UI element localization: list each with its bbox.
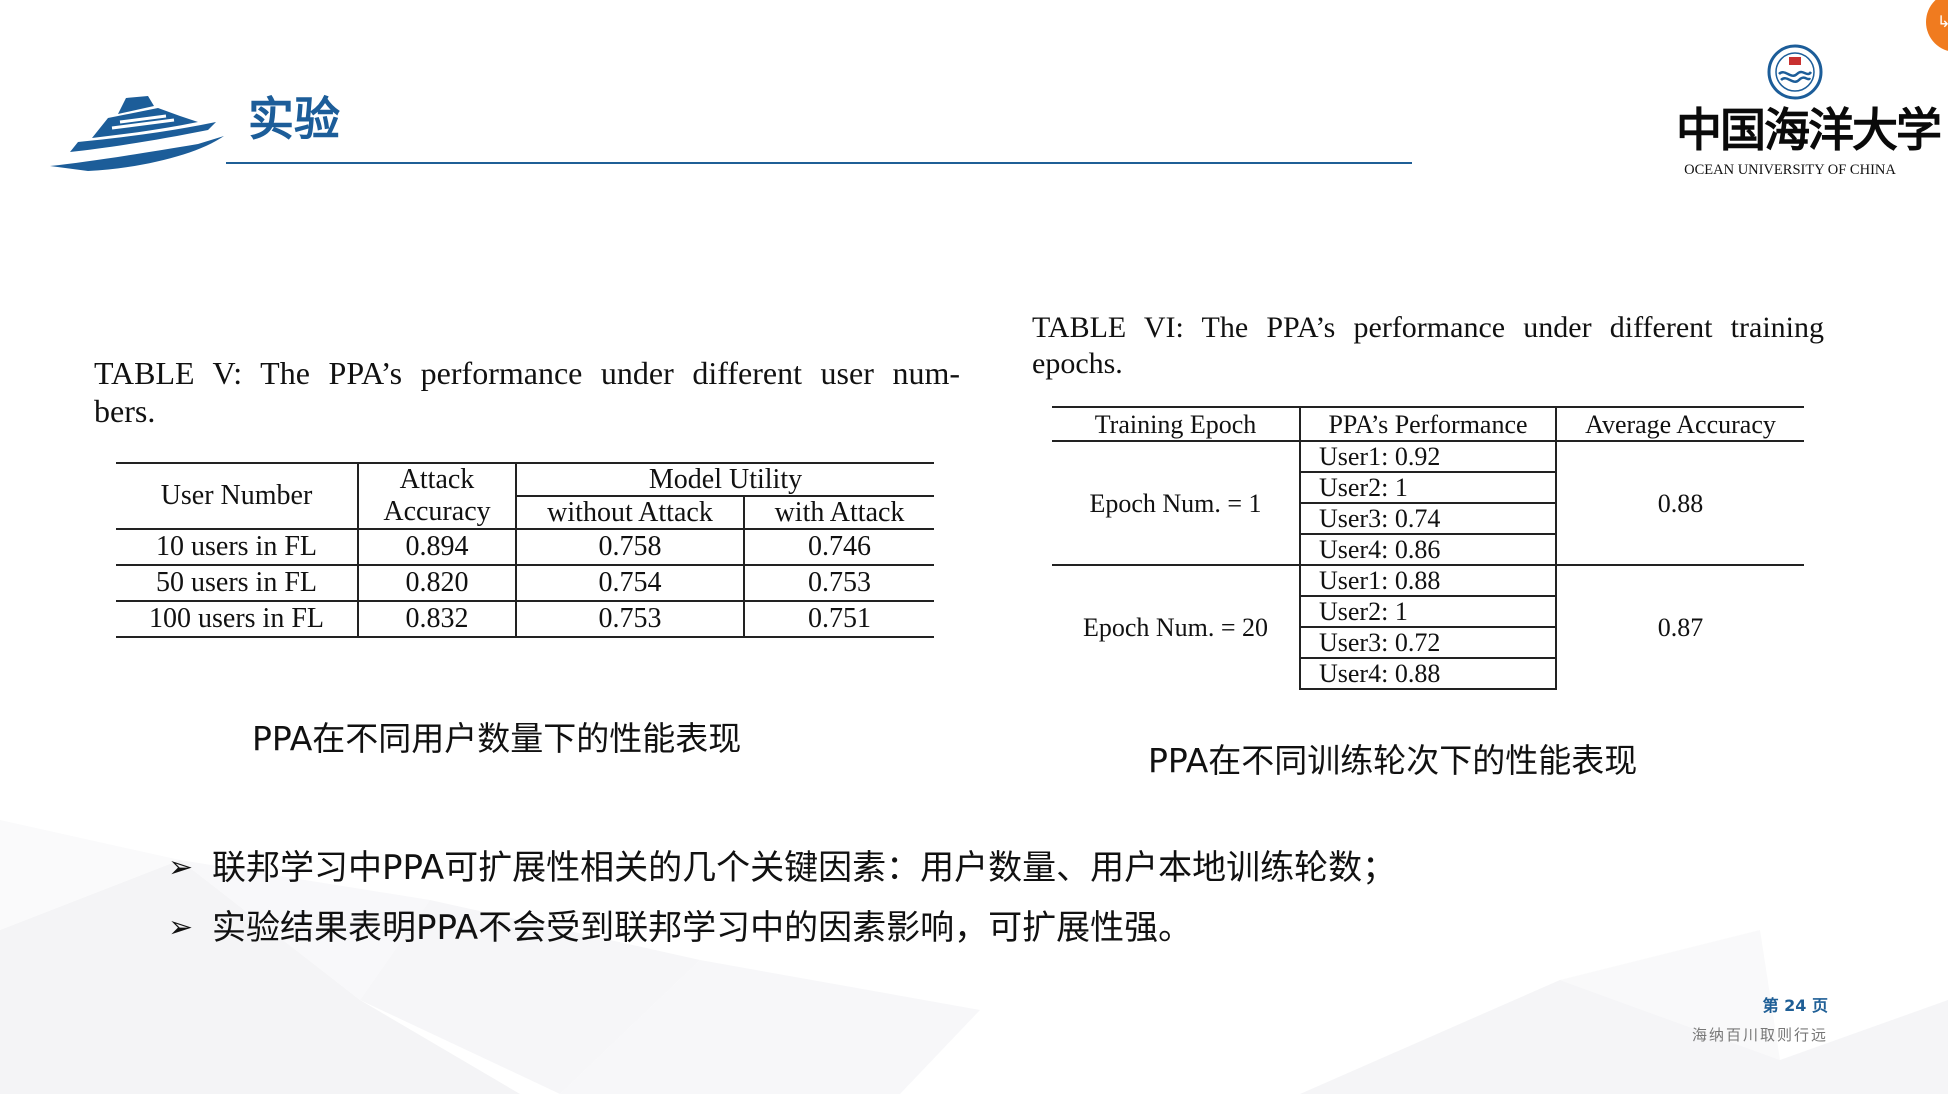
table5-caption-line2: bers. (94, 393, 156, 429)
table6-zh-caption: PPA在不同训练轮次下的性能表现 (1148, 741, 1638, 780)
university-emblem-icon (1767, 44, 1823, 100)
table5-header-model-utility: Model Utility (516, 462, 934, 496)
list-item: ➢ 联邦学习中PPA可扩展性相关的几个关键因素：用户数量、用户本地训练轮数； (168, 838, 1568, 898)
table6-caption-line1: TABLE VI: The PPA’s performance under di… (1032, 311, 1824, 344)
arrow-bullet-icon: ➢ (168, 850, 194, 885)
university-name-cn: 中国海洋大学 (1676, 103, 1942, 157)
table5-cell-attack: 0.832 (358, 600, 517, 638)
table5-cell-users: 10 users in FL (116, 528, 359, 565)
table5-cell-without: 0.753 (516, 600, 745, 638)
table6-cell-user: User4: 0.86 (1300, 534, 1557, 565)
table5: User Number Attack Model Utility Accurac… (116, 462, 934, 638)
table-row: 10 users in FL 0.894 0.758 0.746 (116, 528, 934, 565)
table6-header-performance: PPA’s Performance (1300, 406, 1557, 442)
table6: Training Epoch PPA’s Performance Average… (1052, 406, 1804, 690)
table5-header-attack-1: Attack (358, 462, 517, 496)
list-item: ➢ 实验结果表明PPA不会受到联邦学习中的因素影响，可扩展性强。 (168, 898, 1568, 958)
table-row: User2: 1 (1052, 472, 1804, 504)
table6-cell-user: User2: 1 (1300, 596, 1557, 628)
page-number: 第 24 页 (1762, 996, 1828, 1015)
title-underline (226, 162, 1412, 164)
table6-cell-user: User2: 1 (1300, 472, 1557, 504)
table6-cell-user: User1: 0.92 (1300, 440, 1557, 473)
arrow-bullet-icon: ➢ (168, 910, 194, 945)
table5-cell-without: 0.758 (516, 528, 745, 565)
table5-zh-caption: PPA在不同用户数量下的性能表现 (252, 719, 742, 758)
table-row: User3: 0.74 (1052, 503, 1804, 535)
table5-cell-without: 0.754 (516, 564, 745, 601)
table5-cell-with: 0.751 (744, 600, 934, 638)
table-row: User2: 1 (1052, 596, 1804, 628)
table-row: User3: 0.72 (1052, 627, 1804, 659)
table6-header-average: Average Accuracy (1556, 406, 1804, 442)
table-row: Epoch Num. = 1 User1: 0.92 0.88 (1052, 440, 1804, 565)
footer-motto: 海纳百川取则行远 (1691, 1026, 1828, 1044)
table6-cell-user: User3: 0.72 (1300, 627, 1557, 659)
bullet-list: ➢ 联邦学习中PPA可扩展性相关的几个关键因素：用户数量、用户本地训练轮数； ➢… (168, 838, 1568, 958)
slide-title: 实验 (248, 92, 340, 146)
table6-cell-user: User1: 0.88 (1300, 564, 1557, 597)
table6-caption-line2: epochs. (1032, 347, 1123, 380)
table5-cell-with: 0.753 (744, 564, 934, 601)
table-row: 100 users in FL 0.832 0.753 0.751 (116, 600, 934, 638)
table6-cell-epoch: Epoch Num. = 20 (1052, 564, 1301, 689)
table5-caption: TABLE V: The PPA’s performance under dif… (94, 354, 960, 430)
table6-cell-epoch: Epoch Num. = 1 (1052, 440, 1301, 565)
table6-header-epoch: Training Epoch (1052, 406, 1301, 442)
table6-cell-average: 0.87 (1556, 564, 1804, 689)
table5-header-with-attack: with Attack (744, 495, 934, 529)
table-row: User4: 0.86 (1052, 534, 1804, 565)
table5-cell-with: 0.746 (744, 528, 934, 565)
table5-caption-line1: TABLE V: The PPA’s performance under dif… (94, 355, 960, 391)
table-row: User4: 0.88 (1052, 658, 1804, 690)
corner-badge-icon[interactable]: ↳ (1926, 0, 1948, 52)
table6-cell-average: 0.88 (1556, 440, 1804, 565)
table-row: 50 users in FL 0.820 0.754 0.753 (116, 564, 934, 601)
table5-cell-users: 100 users in FL (116, 600, 359, 638)
ship-logo-icon (50, 96, 224, 171)
table5-header-user-number: User Number (116, 462, 359, 529)
university-name-en: OCEAN UNIVERSITY OF CHINA (1684, 162, 1896, 178)
table5-cell-attack: 0.820 (358, 564, 517, 601)
table5-header-attack-2: Accuracy (358, 496, 517, 529)
table5-header-without-attack: without Attack (516, 495, 745, 529)
table6-cell-user: User3: 0.74 (1300, 503, 1557, 535)
table6-caption: TABLE VI: The PPA’s performance under di… (1032, 310, 1824, 382)
bullet-text: 联邦学习中PPA可扩展性相关的几个关键因素：用户数量、用户本地训练轮数； (212, 848, 1397, 888)
table6-cell-user: User4: 0.88 (1300, 658, 1557, 690)
table-row: Epoch Num. = 20 User1: 0.88 0.87 (1052, 564, 1804, 689)
bullet-text: 实验结果表明PPA不会受到联邦学习中的因素影响，可扩展性强。 (212, 908, 1193, 948)
table5-cell-users: 50 users in FL (116, 564, 359, 601)
table5-cell-attack: 0.894 (358, 528, 517, 565)
